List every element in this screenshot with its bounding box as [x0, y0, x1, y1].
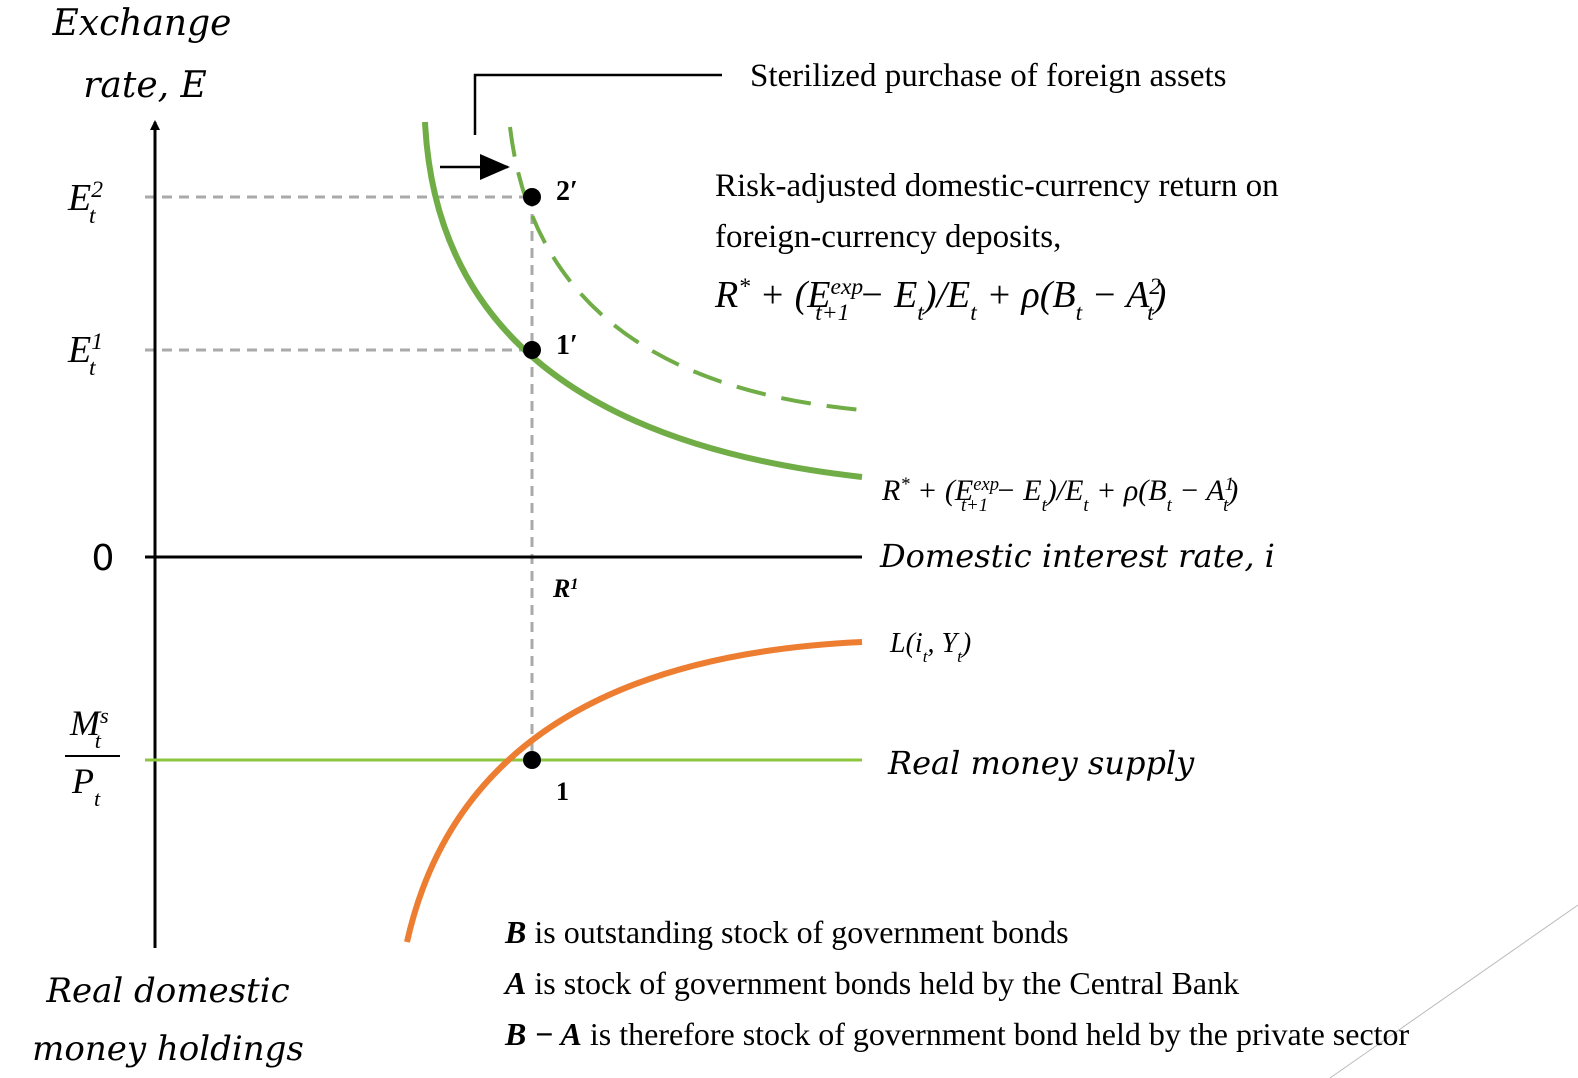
- den-base: P: [71, 761, 94, 801]
- point: [523, 341, 541, 359]
- description: foreign-currency deposits,: [715, 219, 1061, 255]
- return-curve: [422, 121, 863, 480]
- tick-sub: t: [89, 203, 97, 229]
- f: exp: [831, 274, 864, 300]
- y-axis-label: rate, E: [83, 65, 207, 106]
- num-base: M: [69, 703, 102, 743]
- l: t: [923, 647, 929, 666]
- f: t: [970, 300, 978, 326]
- den-sub: t: [94, 786, 101, 811]
- f: t+1: [961, 495, 988, 516]
- money-supply-label: Real money supply: [887, 744, 1195, 782]
- f: t: [1147, 300, 1155, 326]
- y-tick-label: E2 t: [67, 177, 103, 229]
- bottom-axis-label: Real domestic: [45, 971, 289, 1011]
- f: − E: [988, 474, 1042, 507]
- note-key: A: [503, 965, 526, 1001]
- liquidity-label: L(it, Yt): [889, 628, 971, 666]
- formula-bottom: R* + (Eexp t+1 − Et)/Et + ρ(Bt − A1 t): [881, 474, 1238, 516]
- f: R: [881, 474, 900, 507]
- f: − A: [1082, 274, 1150, 316]
- f: 1: [1225, 474, 1234, 495]
- note: B is outstanding stock of government bon…: [504, 914, 1069, 950]
- point: [523, 188, 541, 206]
- money-denominator: Pt: [71, 761, 101, 811]
- note-key: B: [504, 914, 526, 950]
- money-numerator: Ms t: [69, 703, 109, 753]
- f: ): [1226, 474, 1238, 507]
- num-sub: t: [95, 728, 102, 753]
- point-label: 2′: [556, 176, 578, 207]
- f: + ρ(B: [977, 274, 1076, 316]
- tick-sub: t: [89, 355, 97, 381]
- liquidity-curve: [404, 639, 863, 943]
- decor-line: [1329, 904, 1578, 1078]
- l: , Y: [928, 628, 961, 659]
- bottom-axis-label: money holdings: [32, 1029, 304, 1069]
- note: A is stock of government bonds held by t…: [503, 965, 1239, 1001]
- f: t+1: [815, 300, 849, 326]
- guide-lines: [145, 195, 534, 760]
- f: 2: [1149, 274, 1161, 300]
- annotation: Sterilized purchase of foreign assets: [750, 58, 1227, 94]
- note-text: is therefore stock of government bond he…: [582, 1016, 1410, 1052]
- f: t: [1223, 495, 1229, 516]
- f: − A: [1172, 474, 1226, 507]
- l: t: [957, 647, 963, 666]
- f: t: [1167, 495, 1173, 516]
- f: *: [900, 474, 910, 495]
- f: ): [1152, 274, 1167, 316]
- f: + ρ(B: [1089, 474, 1167, 507]
- f: *: [738, 274, 750, 300]
- f: + (E: [750, 274, 831, 316]
- annotation-bracket: [473, 73, 722, 135]
- num-sup: s: [100, 703, 109, 728]
- tick-base: E: [67, 329, 91, 371]
- note-text: is outstanding stock of government bonds: [526, 914, 1068, 950]
- f: exp: [973, 474, 999, 495]
- note: B − A is therefore stock of government b…: [504, 1016, 1410, 1052]
- r-label: R1: [552, 574, 578, 603]
- formula-top: R* + (Eexp t+1 − Et)/Et + ρ(Bt − A2 t): [714, 274, 1166, 326]
- f: )/E: [1045, 474, 1084, 507]
- r-sup: 1: [570, 576, 578, 593]
- origin-label: 0: [92, 538, 115, 579]
- description: Risk-adjusted domestic-currency return o…: [715, 168, 1279, 204]
- point-label: 1: [556, 777, 569, 806]
- r-base: R: [552, 574, 570, 603]
- f: t: [917, 300, 925, 326]
- f: )/E: [922, 274, 970, 316]
- f: R: [714, 274, 738, 316]
- note-text: is stock of government bonds held by the…: [526, 965, 1239, 1001]
- point: [523, 751, 541, 769]
- f: + (E: [910, 474, 974, 507]
- l: ): [960, 628, 971, 659]
- x-axis-label: Domestic interest rate, i: [879, 537, 1275, 575]
- y-tick-label: E1 t: [67, 329, 103, 381]
- tick-sup: 1: [91, 329, 103, 355]
- note-key: B − A: [504, 1016, 582, 1052]
- l: L(i: [889, 628, 923, 659]
- f: t: [1083, 495, 1089, 516]
- f: − E: [849, 274, 917, 316]
- f: t: [1042, 495, 1048, 516]
- tick-base: E: [67, 177, 91, 219]
- y-axis-label: Exchange: [52, 3, 232, 44]
- tick-sup: 2: [91, 177, 103, 203]
- point-label: 1′: [556, 330, 578, 361]
- f: t: [1076, 300, 1084, 326]
